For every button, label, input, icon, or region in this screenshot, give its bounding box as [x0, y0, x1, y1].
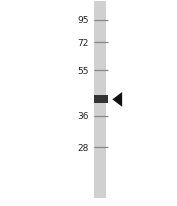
Text: 72: 72: [77, 39, 88, 48]
Text: 95: 95: [77, 16, 88, 25]
Text: 28: 28: [77, 143, 88, 152]
Polygon shape: [112, 92, 122, 107]
Text: 55: 55: [77, 67, 88, 76]
Text: 36: 36: [77, 112, 88, 121]
Bar: [94, 96, 108, 104]
Bar: [94, 2, 106, 198]
